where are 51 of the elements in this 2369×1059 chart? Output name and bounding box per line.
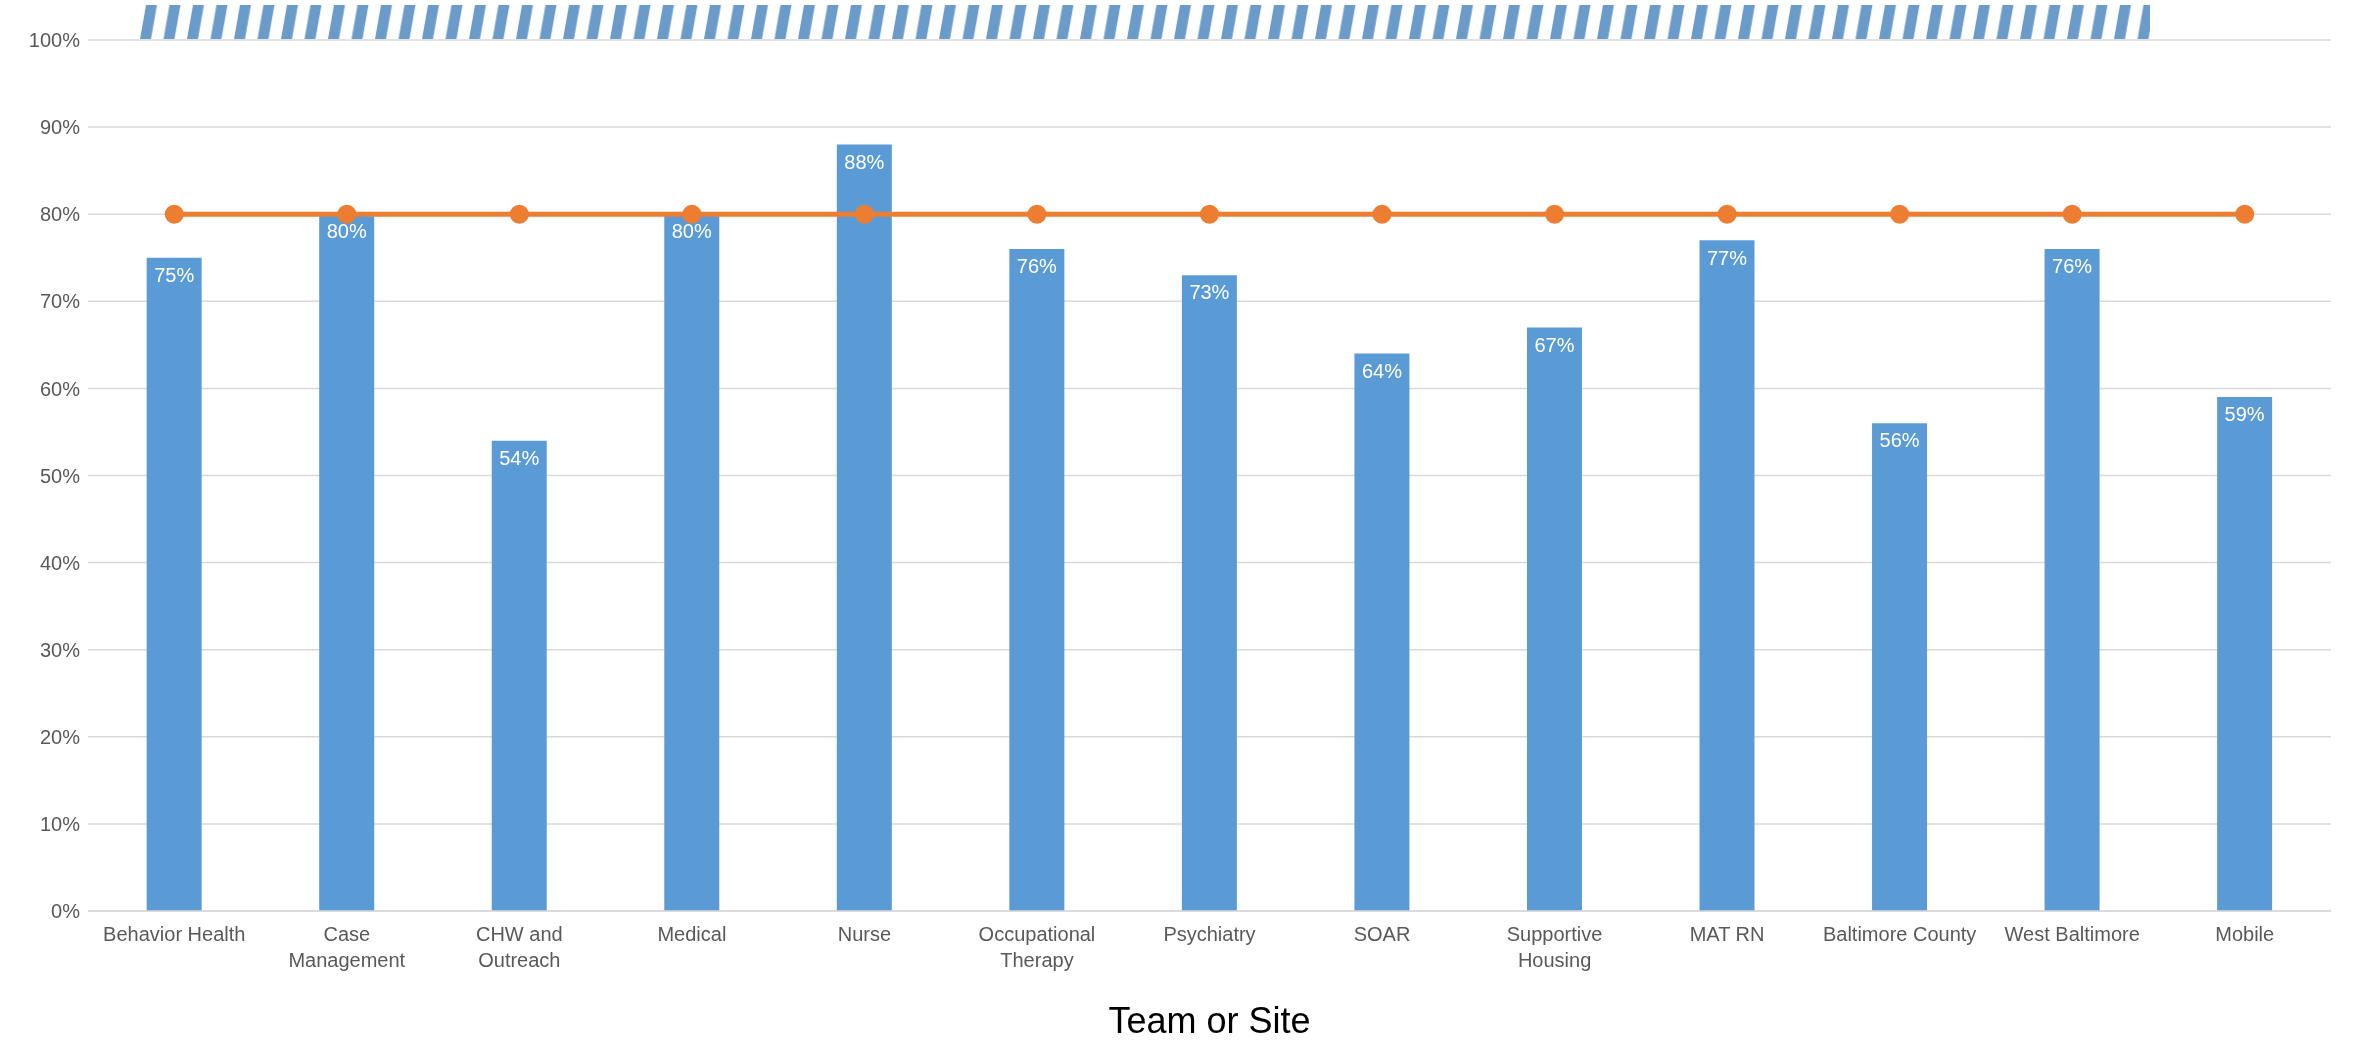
x-tick-label: Mobile bbox=[2215, 923, 2275, 945]
data-label: 54% bbox=[499, 446, 540, 469]
x-tick-label: Occupational Therapy bbox=[978, 923, 1096, 971]
x-tick-label: Supportive Housing bbox=[1506, 923, 1603, 971]
bar bbox=[1872, 423, 1928, 911]
data-label: 64% bbox=[1361, 359, 1403, 382]
y-tick-label: 10% bbox=[39, 813, 81, 835]
data-label: 56% bbox=[1879, 429, 1920, 452]
bar bbox=[1009, 249, 1065, 911]
y-tick-label: 90% bbox=[39, 116, 81, 139]
bar bbox=[1699, 240, 1755, 911]
bar bbox=[664, 214, 720, 911]
data-label: 76% bbox=[2052, 255, 2093, 278]
x-tick-label: Case Management bbox=[288, 923, 406, 971]
x-tick-label: MAT RN bbox=[1689, 923, 1765, 945]
data-label: 80% bbox=[326, 220, 367, 243]
bar bbox=[1526, 327, 1582, 911]
data-label: 67% bbox=[1534, 333, 1575, 356]
y-tick-label: 0% bbox=[51, 900, 81, 923]
x-axis-title: Team or Site bbox=[1108, 1000, 1311, 1041]
x-tick-label: West Baltimore bbox=[2004, 923, 2140, 945]
bar bbox=[1181, 275, 1237, 911]
data-label: 75% bbox=[154, 263, 195, 286]
x-tick-label: Behavior Health bbox=[103, 923, 246, 945]
data-label: 76% bbox=[1016, 255, 1058, 278]
x-tick-label: Baltimore County bbox=[1822, 923, 1977, 945]
x-tick-label: Medical bbox=[657, 923, 727, 945]
y-tick-label: 100% bbox=[28, 29, 81, 52]
y-tick-label: 80% bbox=[39, 203, 81, 226]
y-tick-label: 70% bbox=[39, 290, 81, 313]
data-label: 59% bbox=[2224, 403, 2265, 426]
bar bbox=[2217, 397, 2273, 911]
data-label: 80% bbox=[671, 220, 713, 243]
x-tick-label: SOAR bbox=[1353, 923, 1411, 945]
data-label: 73% bbox=[1189, 281, 1230, 304]
x-tick-label: CHW and Outreach bbox=[475, 923, 563, 971]
y-tick-label: 20% bbox=[39, 725, 81, 748]
bar bbox=[2044, 249, 2100, 911]
y-tick-label: 40% bbox=[39, 551, 81, 574]
x-tick-label: Nurse bbox=[837, 923, 892, 945]
data-label: 77% bbox=[1706, 246, 1748, 269]
y-tick-label: 30% bbox=[39, 638, 81, 661]
bar bbox=[836, 144, 892, 911]
x-tick-label: Psychiatry bbox=[1163, 923, 1256, 945]
bar bbox=[491, 440, 547, 911]
y-tick-label: 50% bbox=[39, 464, 81, 487]
data-label: 88% bbox=[844, 150, 885, 173]
bar bbox=[319, 214, 375, 911]
bar bbox=[146, 257, 202, 911]
y-tick-label: 60% bbox=[39, 377, 81, 400]
bar bbox=[1354, 353, 1410, 911]
